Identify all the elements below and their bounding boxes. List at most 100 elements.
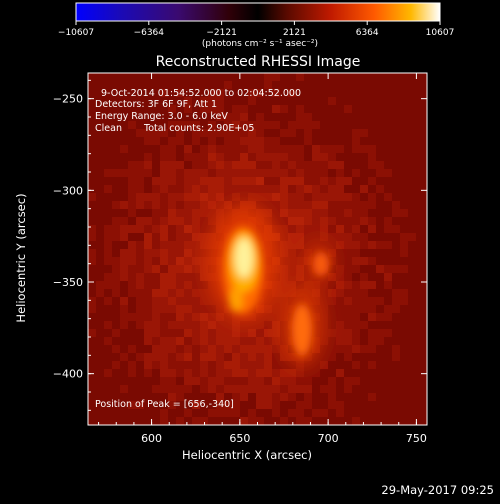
- heatmap-cell: [184, 193, 192, 201]
- heatmap-cell: [168, 297, 176, 305]
- heatmap-cell: [296, 249, 304, 257]
- heatmap-cell: [400, 409, 408, 417]
- heatmap-cell: [176, 217, 184, 225]
- heatmap-cell: [280, 89, 288, 97]
- heatmap-cell: [376, 377, 384, 385]
- heatmap-cell: [192, 345, 200, 353]
- heatmap-cell: [248, 137, 256, 145]
- heatmap-cell: [112, 377, 120, 385]
- heatmap-cell: [128, 89, 136, 97]
- heatmap-cell: [184, 161, 192, 169]
- heatmap-cell: [200, 273, 208, 281]
- heatmap-cell: [224, 345, 232, 353]
- heatmap-cell: [168, 185, 176, 193]
- heatmap-cell: [200, 345, 208, 353]
- heatmap-cell: [248, 105, 256, 113]
- heatmap-cell: [120, 393, 128, 401]
- heatmap-cell: [120, 105, 128, 113]
- heatmap-cell: [352, 153, 360, 161]
- heatmap-cell: [112, 273, 120, 281]
- heatmap-cell: [168, 201, 176, 209]
- heatmap-cell: [160, 409, 168, 417]
- heatmap-cell: [344, 89, 352, 97]
- heatmap-cell: [384, 145, 392, 153]
- heatmap-cell: [360, 81, 368, 89]
- heatmap-cell: [176, 297, 184, 305]
- heatmap-cell: [216, 97, 224, 105]
- heatmap-cell: [160, 385, 168, 393]
- heatmap-cell: [168, 289, 176, 297]
- heatmap-cell: [368, 313, 376, 321]
- heatmap-cell: [120, 209, 128, 217]
- heatmap-cell: [424, 113, 427, 121]
- heatmap-cell: [104, 401, 112, 409]
- heatmap-cell: [400, 201, 408, 209]
- heatmap-cell: [408, 289, 416, 297]
- heatmap-cell: [368, 257, 376, 265]
- heatmap-cell: [128, 97, 136, 105]
- heatmap-cell: [304, 225, 312, 233]
- heatmap-cell: [392, 169, 400, 177]
- heatmap-cell: [336, 153, 344, 161]
- heatmap-cell: [104, 145, 112, 153]
- heatmap-cell: [152, 377, 160, 385]
- heatmap-cell: [208, 97, 216, 105]
- heatmap-cell: [280, 353, 288, 361]
- heatmap-cell: [368, 161, 376, 169]
- heatmap-cell: [224, 145, 232, 153]
- heatmap-cell: [240, 401, 248, 409]
- heatmap-cell: [424, 209, 427, 217]
- heatmap-cell: [168, 129, 176, 137]
- heatmap-cell: [416, 217, 424, 225]
- heatmap-cell: [232, 385, 240, 393]
- heatmap-cell: [352, 241, 360, 249]
- heatmap-cell: [96, 89, 104, 97]
- heatmap-cell: [328, 185, 336, 193]
- heatmap-cell: [320, 313, 328, 321]
- heatmap-cell: [184, 409, 192, 417]
- heatmap-cell: [264, 385, 272, 393]
- heatmap-cell: [152, 297, 160, 305]
- heatmap-cell: [112, 169, 120, 177]
- heatmap-cell: [352, 217, 360, 225]
- heatmap-cell: [392, 297, 400, 305]
- heatmap-cell: [256, 73, 264, 81]
- heatmap-cell: [360, 377, 368, 385]
- heatmap-cell: [272, 225, 280, 233]
- heatmap-cell: [200, 177, 208, 185]
- heatmap-cell: [240, 361, 248, 369]
- heatmap-cell: [240, 369, 248, 377]
- heatmap-cell: [288, 121, 296, 129]
- heatmap-cell: [192, 201, 200, 209]
- heatmap-cell: [424, 361, 427, 369]
- heatmap-cell: [336, 169, 344, 177]
- heatmap-cell: [184, 233, 192, 241]
- heatmap-cell: [208, 161, 216, 169]
- heatmap-cell: [344, 177, 352, 185]
- heatmap-cell: [168, 97, 176, 105]
- heatmap-cell: [424, 329, 427, 337]
- heatmap-cell: [272, 361, 280, 369]
- heatmap-cell: [344, 353, 352, 361]
- heatmap-cell: [288, 169, 296, 177]
- heatmap-cell: [208, 401, 216, 409]
- heatmap-cell: [88, 193, 96, 201]
- heatmap-cell: [176, 145, 184, 153]
- heatmap-cell: [144, 329, 152, 337]
- heatmap-cell: [368, 297, 376, 305]
- heatmap-cell: [408, 257, 416, 265]
- heatmap-cell: [128, 265, 136, 273]
- heatmap-cell: [120, 361, 128, 369]
- heatmap-cell: [184, 329, 192, 337]
- heatmap-cell: [376, 193, 384, 201]
- heatmap-cell: [296, 225, 304, 233]
- heatmap-cell: [256, 313, 264, 321]
- heatmap-cell: [408, 217, 416, 225]
- heatmap-cell: [304, 137, 312, 145]
- heatmap-cell: [360, 97, 368, 105]
- heatmap-cell: [104, 281, 112, 289]
- heatmap-cell: [416, 97, 424, 105]
- heatmap-cell: [296, 201, 304, 209]
- heatmap-cell: [136, 137, 144, 145]
- heatmap-cell: [200, 353, 208, 361]
